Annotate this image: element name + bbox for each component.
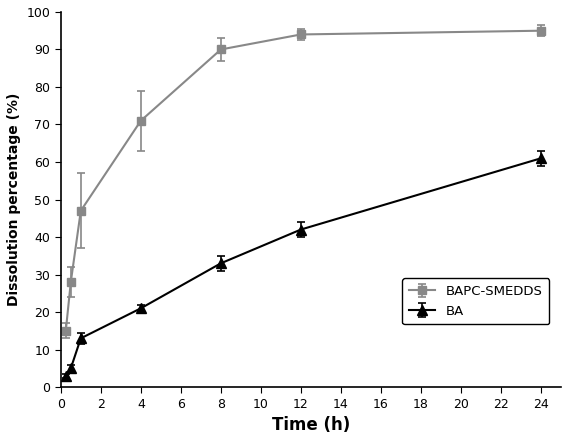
X-axis label: Time (h): Time (h) xyxy=(272,416,350,434)
Y-axis label: Dissolution percentage (%): Dissolution percentage (%) xyxy=(7,93,21,306)
Legend: BAPC-SMEDDS, BA: BAPC-SMEDDS, BA xyxy=(403,278,549,324)
